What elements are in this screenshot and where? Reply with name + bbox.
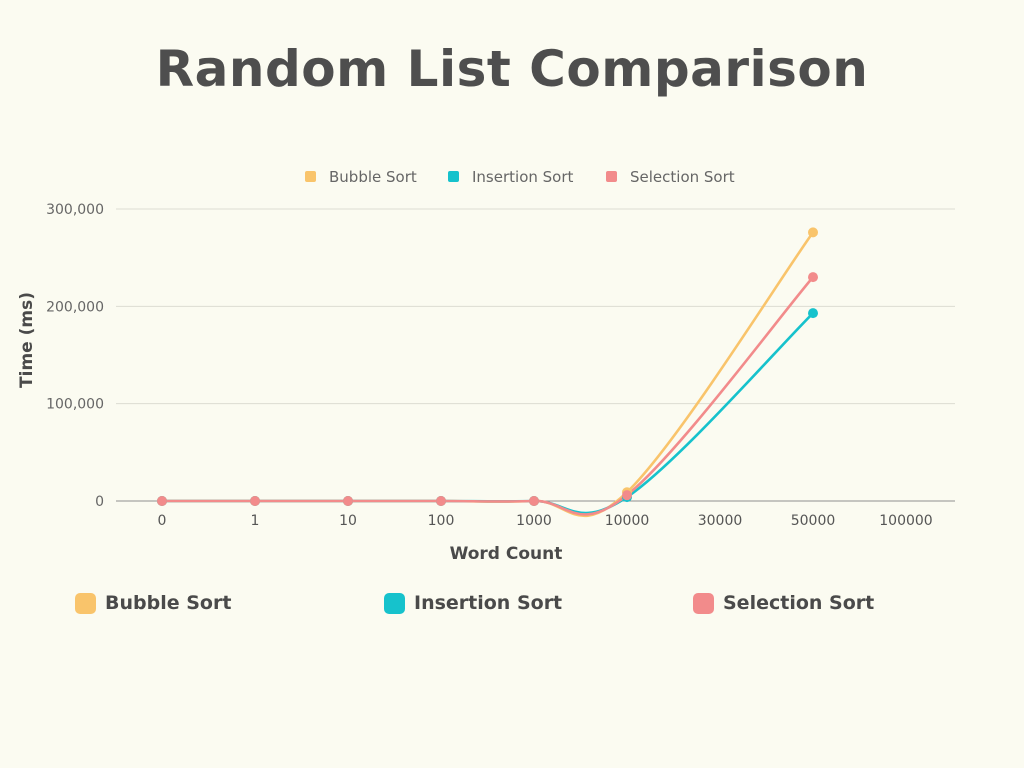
x-tick-label: 1000 bbox=[516, 513, 552, 529]
legend-swatch bbox=[448, 171, 459, 182]
legend-label: Bubble Sort bbox=[329, 168, 417, 186]
data-point[interactable] bbox=[622, 490, 632, 501]
bottom-legend: Bubble Sort Insertion Sort Selection Sort bbox=[0, 592, 1024, 620]
data-point[interactable] bbox=[529, 496, 539, 506]
series-lines bbox=[160, 231, 815, 518]
x-axis-ticks: 0 1 10 100 1000 10000 30000 50000 100000 bbox=[158, 513, 933, 529]
legend-label: Bubble Sort bbox=[105, 592, 232, 614]
x-tick-label: 10000 bbox=[605, 513, 650, 529]
series-line-bubble-sort bbox=[160, 231, 815, 518]
chart-title: Random List Comparison bbox=[155, 40, 869, 98]
x-tick-label: 10 bbox=[339, 513, 357, 529]
y-axis-ticks: 0 100,000 200,000 300,000 bbox=[46, 202, 104, 510]
y-tick-label: 0 bbox=[95, 494, 104, 510]
x-axis-label: Word Count bbox=[450, 544, 563, 564]
top-legend: Bubble Sort Insertion Sort Selection Sort bbox=[305, 168, 735, 186]
grid-lines bbox=[116, 208, 955, 502]
series-line-selection-sort bbox=[160, 275, 815, 516]
data-point[interactable] bbox=[250, 496, 260, 506]
data-point[interactable] bbox=[808, 308, 818, 319]
x-tick-label: 30000 bbox=[698, 513, 743, 529]
data-point[interactable] bbox=[808, 272, 818, 283]
x-tick-label: 0 bbox=[158, 513, 167, 529]
legend-swatch bbox=[305, 171, 316, 182]
y-tick-label: 100,000 bbox=[46, 397, 104, 413]
bottom-legend-item: Insertion Sort bbox=[384, 592, 562, 614]
x-tick-label: 100000 bbox=[879, 513, 932, 529]
data-point[interactable] bbox=[436, 496, 446, 506]
legend-swatch bbox=[693, 592, 714, 614]
y-tick-label: 300,000 bbox=[46, 202, 104, 218]
x-tick-label: 100 bbox=[428, 513, 455, 529]
x-tick-label: 1 bbox=[251, 513, 260, 529]
data-point[interactable] bbox=[157, 496, 167, 506]
series-points bbox=[157, 227, 818, 506]
data-point[interactable] bbox=[343, 496, 353, 506]
bottom-legend-item: Bubble Sort bbox=[75, 592, 231, 614]
data-point[interactable] bbox=[808, 227, 818, 238]
legend-label: Insertion Sort bbox=[414, 592, 563, 614]
legend-label: Selection Sort bbox=[630, 168, 735, 186]
legend-label: Selection Sort bbox=[723, 592, 875, 614]
legend-swatch bbox=[606, 171, 617, 182]
bottom-legend-item: Selection Sort bbox=[693, 592, 874, 614]
legend-label: Insertion Sort bbox=[472, 168, 574, 186]
y-tick-label: 200,000 bbox=[46, 299, 104, 315]
legend-swatch bbox=[384, 592, 405, 614]
series-line-insertion-sort bbox=[160, 311, 815, 515]
y-axis-label: Time (ms) bbox=[17, 292, 37, 388]
x-tick-label: 50000 bbox=[791, 513, 836, 529]
legend-swatch bbox=[75, 592, 96, 614]
